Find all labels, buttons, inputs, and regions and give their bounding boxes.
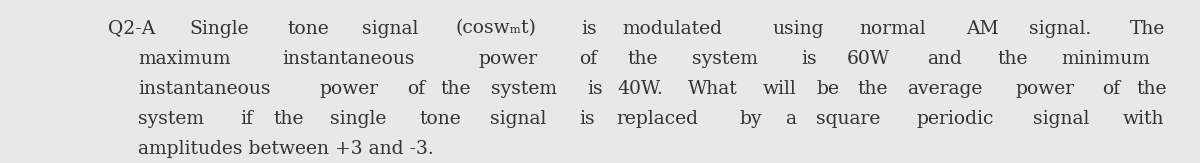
Text: the: the — [1136, 80, 1168, 98]
Text: instantaneous: instantaneous — [138, 80, 270, 98]
Text: signal: signal — [1033, 110, 1090, 128]
Text: of: of — [407, 80, 425, 98]
Text: a: a — [785, 110, 797, 128]
Text: the: the — [997, 50, 1027, 68]
Text: by: by — [739, 110, 762, 128]
Text: the: the — [857, 80, 888, 98]
Text: tone: tone — [288, 20, 329, 37]
Text: signal.: signal. — [1030, 20, 1092, 37]
Text: replaced: replaced — [617, 110, 698, 128]
Text: single: single — [330, 110, 386, 128]
Text: AM: AM — [966, 20, 998, 37]
Text: The: The — [1130, 20, 1165, 37]
Text: the: the — [274, 110, 304, 128]
Text: the: the — [440, 80, 472, 98]
Text: (coswₘt): (coswₘt) — [456, 20, 536, 37]
Text: average: average — [907, 80, 983, 98]
Text: 60W: 60W — [847, 50, 890, 68]
Text: system: system — [691, 50, 757, 68]
Text: using: using — [772, 20, 823, 37]
Text: tone: tone — [419, 110, 461, 128]
Text: is: is — [580, 110, 595, 128]
Text: system: system — [138, 110, 204, 128]
Text: of: of — [580, 50, 598, 68]
Text: will: will — [763, 80, 797, 98]
Text: amplitudes between +3 and -3.: amplitudes between +3 and -3. — [138, 140, 433, 158]
Text: power: power — [478, 50, 538, 68]
Text: 40W.: 40W. — [618, 80, 664, 98]
Text: the: the — [628, 50, 658, 68]
Text: modulated: modulated — [622, 20, 722, 37]
Text: normal: normal — [859, 20, 926, 37]
Text: and: and — [928, 50, 962, 68]
Text: with: with — [1122, 110, 1164, 128]
Text: system: system — [491, 80, 557, 98]
Text: What: What — [688, 80, 738, 98]
Text: maximum: maximum — [138, 50, 230, 68]
Text: is: is — [587, 80, 602, 98]
Text: is: is — [802, 50, 817, 68]
Text: Single: Single — [190, 20, 250, 37]
Text: instantaneous: instantaneous — [282, 50, 415, 68]
Text: square: square — [816, 110, 881, 128]
Text: is: is — [581, 20, 596, 37]
Text: power: power — [1015, 80, 1075, 98]
Text: if: if — [240, 110, 253, 128]
Text: minimum: minimum — [1061, 50, 1150, 68]
Text: power: power — [319, 80, 379, 98]
Text: Q2-A: Q2-A — [108, 20, 155, 37]
Text: signal: signal — [362, 20, 419, 37]
Text: signal: signal — [490, 110, 546, 128]
Text: be: be — [817, 80, 840, 98]
Text: of: of — [1103, 80, 1121, 98]
Text: periodic: periodic — [916, 110, 994, 128]
